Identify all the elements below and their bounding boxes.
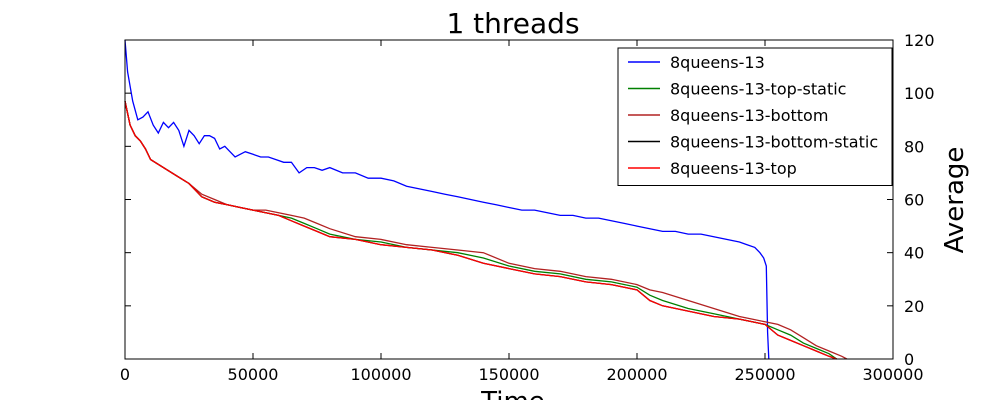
series-line-8queens-13: [124, 39, 770, 360]
legend-label: 8queens-13-top-static: [670, 80, 846, 99]
y-tick-label: 120: [904, 31, 935, 50]
x-tick-label: 150000: [478, 365, 539, 384]
y-tick-label: 100: [904, 84, 935, 103]
y-tick-label: 60: [904, 191, 924, 210]
series-line-8queens-13-top: [124, 100, 837, 360]
chart-title: 1 threads: [446, 7, 579, 40]
plot-area: [124, 39, 848, 360]
y-tick-label: 20: [904, 297, 924, 316]
y-tick-label: 40: [904, 244, 924, 263]
y-tick-label: 80: [904, 137, 924, 156]
x-tick-label: 50000: [228, 365, 279, 384]
x-tick-label: 200000: [606, 365, 667, 384]
x-axis-label: Time: [480, 387, 545, 400]
x-tick-label: 300000: [862, 365, 923, 384]
legend-label: 8queens-13: [670, 53, 765, 72]
axes: 0 50000 100000 150000 200000 250000 3000000204…: [120, 31, 935, 384]
legend-label: 8queens-13-bottom: [670, 106, 828, 125]
legend-box: [617, 47, 893, 186]
y-tick-label: 0: [904, 350, 914, 369]
legend-label: 8queens-13-bottom-static: [670, 133, 878, 152]
x-tick-label: 0: [120, 365, 130, 384]
legend-label: 8queens-13-top: [670, 159, 797, 178]
x-tick-label: 250000: [734, 365, 795, 384]
x-tick-label: 100000: [350, 365, 411, 384]
legend: 8queens-13 8queens-13-top-static 8queens-1…: [617, 47, 893, 186]
y-axis-label: Average: [940, 147, 970, 254]
